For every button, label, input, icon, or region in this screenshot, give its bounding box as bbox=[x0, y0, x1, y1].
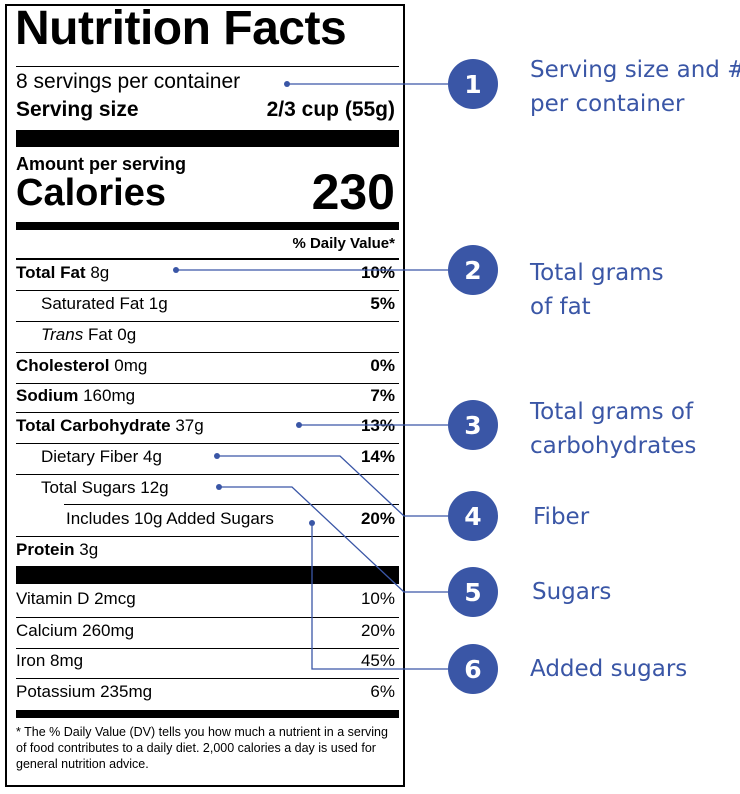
divider bbox=[16, 290, 399, 291]
calcium: Calcium 260mg bbox=[16, 621, 135, 640]
daily-value-header: % Daily Value* bbox=[292, 235, 395, 252]
nutrient-cholesterol: Cholesterol 0mg bbox=[16, 356, 148, 375]
thick-bar bbox=[16, 566, 399, 584]
nutrient-protein: Protein 3g bbox=[16, 540, 99, 559]
medium-bar bbox=[16, 710, 399, 718]
dv-dietary-fiber: 14% bbox=[360, 447, 395, 466]
dv-total-carbohydrate: 13% bbox=[360, 416, 395, 435]
callout-text-2: Total grams of fat bbox=[530, 256, 664, 324]
callout-number-1: 1 bbox=[448, 59, 498, 109]
divider bbox=[16, 352, 399, 353]
dv-saturated-fat: 5% bbox=[370, 294, 395, 313]
divider bbox=[16, 443, 399, 444]
amount-per-serving: Amount per serving bbox=[16, 154, 187, 174]
callout-text-5: Sugars bbox=[532, 579, 612, 605]
dv-cholesterol: 0% bbox=[370, 356, 395, 375]
nutrient-dietary-fiber: Dietary Fiber 4g bbox=[41, 447, 162, 466]
nutrient-total-carbohydrate: Total Carbohydrate 37g bbox=[16, 416, 204, 435]
dv-vitamin-d: 10% bbox=[360, 589, 395, 608]
nutrient-added-sugars: Includes 10g Added Sugars bbox=[66, 509, 274, 528]
footnote: * The % Daily Value (DV) tells you how m… bbox=[16, 725, 388, 771]
callout-number-2: 2 bbox=[448, 245, 498, 295]
nutrient-sodium: Sodium 160mg bbox=[16, 386, 136, 405]
medium-bar bbox=[16, 222, 399, 230]
serving-size-value: 2/3 cup (55g) bbox=[266, 98, 395, 121]
nutrient-total-fat: Total Fat 8g bbox=[16, 263, 110, 282]
nutrient-saturated-fat: Saturated Fat 1g bbox=[41, 294, 168, 313]
serving-size-label: Serving size bbox=[16, 98, 139, 121]
divider bbox=[64, 504, 399, 505]
nutrient-total-sugars: Total Sugars 12g bbox=[41, 478, 169, 497]
callout-number-5: 5 bbox=[448, 567, 498, 617]
callout-text-4: Fiber bbox=[533, 504, 590, 530]
callout-text-1-line1: Serving size and # bbox=[530, 57, 740, 83]
divider bbox=[16, 474, 399, 475]
divider bbox=[16, 66, 399, 67]
callout-text-6: Added sugars bbox=[530, 656, 688, 682]
divider bbox=[16, 258, 399, 260]
divider bbox=[16, 383, 399, 384]
callout-text-3: Total grams of carbohydrates bbox=[530, 395, 696, 463]
dv-iron: 45% bbox=[360, 651, 395, 670]
divider bbox=[16, 617, 399, 618]
divider bbox=[16, 321, 399, 322]
dv-potassium: 6% bbox=[370, 682, 395, 701]
callout-number-6: 6 bbox=[448, 644, 498, 694]
callout-text-2-line2: of fat bbox=[530, 294, 591, 320]
dv-calcium: 20% bbox=[360, 621, 395, 640]
vitamin-d: Vitamin D 2mcg bbox=[16, 589, 136, 608]
callout-text-1-line2: per container bbox=[530, 91, 685, 117]
divider bbox=[16, 536, 399, 537]
divider bbox=[16, 678, 399, 679]
thick-bar bbox=[16, 130, 399, 147]
potassium: Potassium 235mg bbox=[16, 682, 153, 701]
servings-per-container: 8 servings per container bbox=[16, 70, 241, 93]
divider bbox=[16, 412, 399, 413]
nutrient-trans-fat: Trans Fat 0g bbox=[41, 325, 137, 344]
dv-total-fat: 10% bbox=[360, 263, 395, 282]
callout-number-3: 3 bbox=[448, 400, 498, 450]
divider bbox=[16, 648, 399, 649]
calories-label: Calories bbox=[16, 172, 166, 214]
dv-sodium: 7% bbox=[370, 386, 395, 405]
callout-text-3-line2: carbohydrates bbox=[530, 433, 697, 459]
iron: Iron 8mg bbox=[16, 651, 84, 670]
nutrition-facts-label: Nutrition Facts 8 servings per container… bbox=[5, 2, 405, 787]
label-title: Nutrition Facts bbox=[15, 2, 347, 55]
callout-number-4: 4 bbox=[448, 491, 498, 541]
callout-text-1: Serving size and # per container bbox=[530, 53, 740, 121]
dv-added-sugars: 20% bbox=[360, 509, 395, 528]
callout-text-2-line1: Total grams bbox=[530, 260, 664, 286]
callout-text-3-line1: Total grams of bbox=[530, 399, 694, 425]
calories-value: 230 bbox=[311, 164, 395, 220]
